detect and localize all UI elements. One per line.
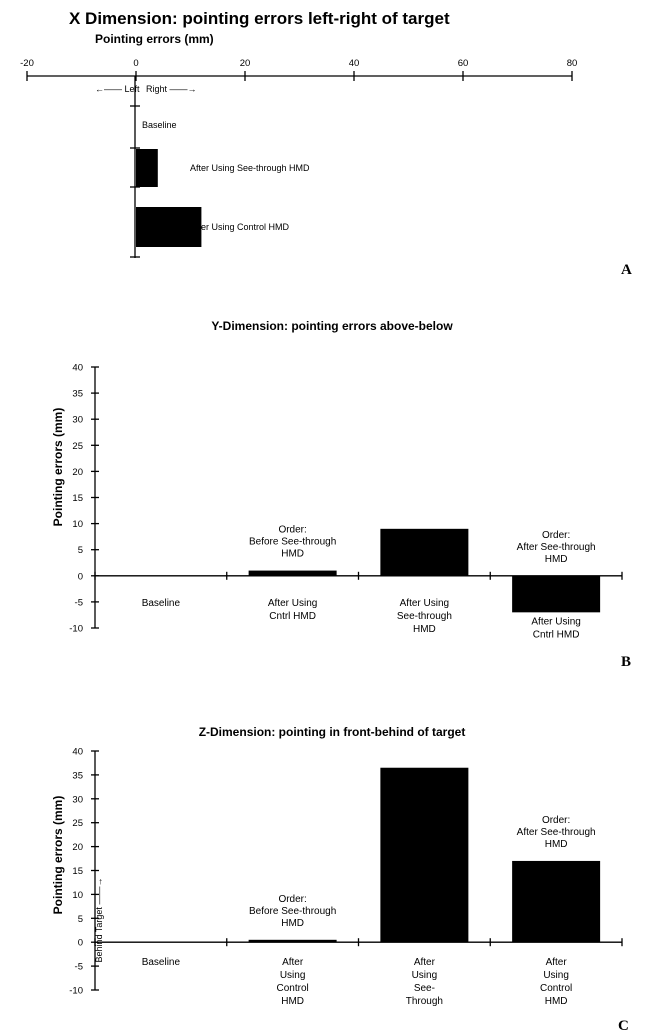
panel-c-y-tick-label: 15 xyxy=(72,866,83,877)
panel-c-category-label: After Using See-Through xyxy=(406,957,443,1007)
panel-c-y-tick-label: 35 xyxy=(72,770,83,781)
panel-a-x-dimension-chart: X Dimension: pointing errors left-right … xyxy=(20,9,577,258)
panel-c-bar xyxy=(248,939,337,943)
panel-b-category-label: After Using See-through HMD xyxy=(397,598,452,635)
panel-a-x-tick-label: 60 xyxy=(458,58,469,69)
panel-b-y-tick-label: 35 xyxy=(72,389,83,400)
panel-c-y-tick-label: 0 xyxy=(78,938,83,949)
panel-b-bar xyxy=(380,528,469,576)
panel-b-y-dimension-chart: Y-Dimension: pointing errors above-below… xyxy=(51,319,623,640)
panel-c-bar xyxy=(380,767,469,943)
panel-b-y-tick-label: 40 xyxy=(72,363,83,374)
panel-a-xlabel: Pointing errors (mm) xyxy=(95,32,214,46)
panel-b-category-label: After Using Cntrl HMD xyxy=(268,598,317,622)
panel-b-annotation: Order: Before See-through HMD xyxy=(249,525,336,560)
panel-letter-b: B xyxy=(621,654,631,670)
panel-b-y-tick-label: 20 xyxy=(72,467,83,478)
panel-b-title: Y-Dimension: pointing errors above-below xyxy=(211,319,453,333)
panel-a-x-tick-label: -20 xyxy=(20,58,34,69)
panel-a-bar xyxy=(136,149,158,187)
panel-a-title: X Dimension: pointing errors left-right … xyxy=(69,9,450,28)
panel-c-category-label: Baseline xyxy=(142,957,181,968)
panel-c-title: Z-Dimension: pointing in front-behind of… xyxy=(199,725,466,739)
panel-b-y-tick-label: -10 xyxy=(69,624,83,635)
panel-c-category-label: After Using Control HMD xyxy=(277,957,309,1007)
panel-c-y-tick-label: 25 xyxy=(72,818,83,829)
panel-a-x-tick-label: 0 xyxy=(133,58,138,69)
panel-a-x-tick-label: 80 xyxy=(567,58,578,69)
panel-c-y-tick-label: -5 xyxy=(75,962,83,973)
panel-a-category-label: Baseline xyxy=(142,120,177,130)
panel-c-annotation: Order: Before See-through HMD xyxy=(249,894,336,929)
panel-c-bar xyxy=(512,860,601,943)
panel-c-annotation: Order: After See-through HMD xyxy=(517,815,596,850)
panel-c-y-tick-label: -10 xyxy=(69,986,83,997)
panel-b-category-label: Baseline xyxy=(142,598,181,609)
panel-b-y-tick-label: 15 xyxy=(72,493,83,504)
panel-a-x-tick-label: 20 xyxy=(240,58,251,69)
panel-b-y-tick-label: -5 xyxy=(75,597,83,608)
panel-c-y-tick-label: 10 xyxy=(72,890,83,901)
panel-c-y-tick-label: 40 xyxy=(72,747,83,758)
panel-c-side-label: Behind Target ——→ xyxy=(94,878,104,963)
panel-b-bar xyxy=(512,575,601,613)
panel-letter-a: A xyxy=(621,262,632,278)
panel-b-y-tick-label: 0 xyxy=(78,571,83,582)
panel-c-category-label: After Using Control HMD xyxy=(540,957,572,1007)
panel-b-y-tick-label: 5 xyxy=(78,545,83,556)
panel-a-right-label: Right ——→ xyxy=(146,84,197,94)
panel-b-category-label: After Using Cntrl HMD xyxy=(531,616,580,640)
panel-a-category-label: After Using See-through HMD xyxy=(190,163,310,173)
panel-b-y-tick-label: 25 xyxy=(72,441,83,452)
panel-a-x-tick-label: 40 xyxy=(349,58,360,69)
panel-a-category-label: After Using Control HMD xyxy=(190,222,290,232)
panel-b-bar xyxy=(248,570,337,576)
panel-b-y-tick-label: 30 xyxy=(72,415,83,426)
panel-c-y-tick-label: 30 xyxy=(72,794,83,805)
panel-a-bar xyxy=(136,207,202,247)
panel-b-y-tick-label: 10 xyxy=(72,519,83,530)
panel-c-y-tick-label: 20 xyxy=(72,842,83,853)
panel-b-annotation: Order: After See-through HMD xyxy=(517,530,596,565)
panel-c-y-tick-label: 5 xyxy=(78,914,83,925)
panel-letter-c: C xyxy=(618,1018,629,1034)
panel-c-ylabel: Pointing errors (mm) xyxy=(51,796,65,915)
panel-a-left-label: ←—— Left xyxy=(95,84,140,94)
panel-c-z-dimension-chart: Z-Dimension: pointing in front-behind of… xyxy=(51,725,623,1007)
panel-b-ylabel: Pointing errors (mm) xyxy=(51,408,65,527)
